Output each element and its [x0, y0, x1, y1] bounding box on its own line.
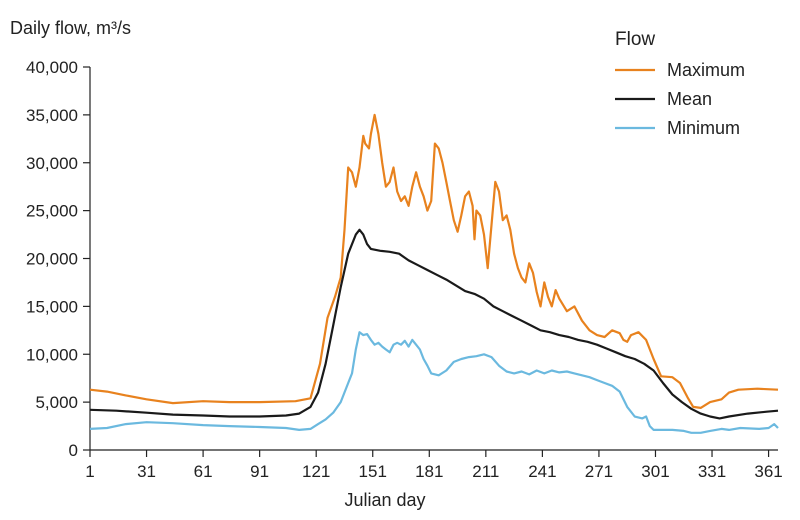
y-tick-label: 10,000: [26, 345, 78, 364]
y-tick-label: 0: [69, 441, 78, 460]
y-axis-title: Daily flow, m³/s: [10, 18, 131, 38]
y-tick-label: 40,000: [26, 58, 78, 77]
x-tick-label: 331: [698, 462, 726, 481]
x-axis-title: Julian day: [344, 490, 425, 510]
axes: 0 5,000 10,000 15,000 20,000 25,000 30,000 35,0…: [26, 58, 783, 481]
y-tick-label: 25,000: [26, 202, 78, 221]
series-line-maximum: [89, 113, 779, 409]
x-tick-label: 91: [250, 462, 269, 481]
x-tick-label: 121: [302, 462, 330, 481]
y-tick-label: 30,000: [26, 154, 78, 173]
y-tick-label: 5,000: [35, 393, 78, 412]
legend-label-minimum: Minimum: [667, 118, 740, 138]
legend: Maximum Mean Minimum: [615, 60, 745, 138]
x-tick-label: 181: [415, 462, 443, 481]
legend-label-mean: Mean: [667, 89, 712, 109]
x-tick-label: 1: [85, 462, 94, 481]
series-line-minimum: [89, 331, 779, 434]
x-tick-label: 31: [137, 462, 156, 481]
x-tick-label: 151: [359, 462, 387, 481]
legend-label-maximum: Maximum: [667, 60, 745, 80]
x-tick-label: 271: [585, 462, 613, 481]
x-tick-label: 361: [754, 462, 782, 481]
x-tick-label: 211: [472, 462, 499, 481]
y-tick-label: 15,000: [26, 297, 78, 316]
series-layer: [89, 113, 779, 434]
y-tick-label: 35,000: [26, 106, 78, 125]
x-tick-label: 301: [641, 462, 669, 481]
x-tick-label: 241: [528, 462, 556, 481]
y-tick-label: 20,000: [26, 250, 78, 269]
series-line-mean: [89, 228, 779, 420]
legend-title: Flow: [615, 29, 655, 50]
x-tick-label: 61: [194, 462, 213, 481]
